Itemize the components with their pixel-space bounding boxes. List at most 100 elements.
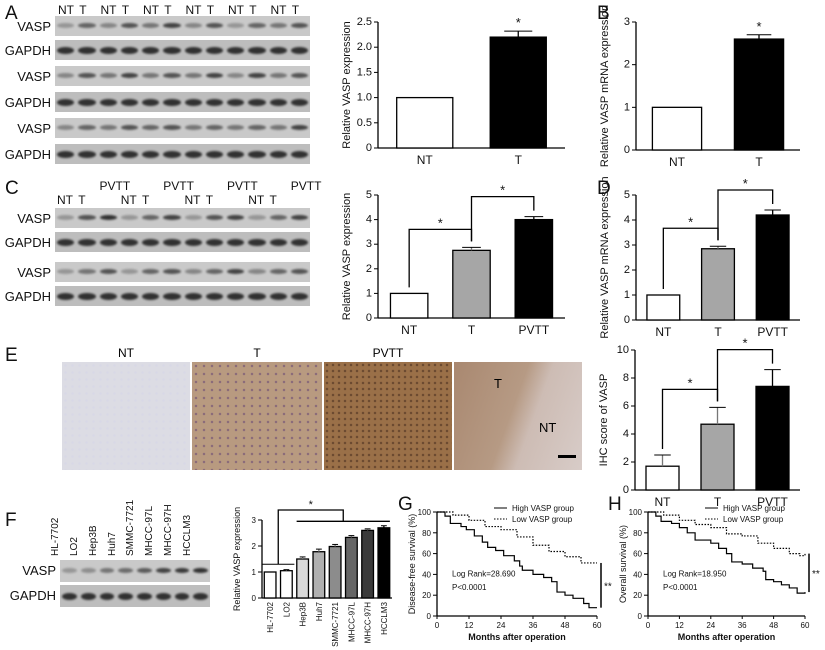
band (184, 215, 202, 220)
ihc-label-pvtt: PVTT (372, 346, 404, 360)
band (57, 293, 75, 300)
x-tick-label: PVTT (757, 325, 788, 339)
row-label-gapdh: GAPDH (4, 147, 51, 162)
band (290, 269, 308, 274)
lane-label: NT (100, 3, 117, 17)
x-tick-label: MHCC-97L (347, 601, 356, 642)
band (184, 23, 202, 28)
band (78, 47, 96, 54)
band (184, 73, 202, 78)
band (78, 73, 96, 78)
band (142, 73, 160, 78)
bar-Huh7 (312, 551, 326, 599)
y-tick-label: 0 (252, 594, 257, 603)
band (99, 269, 117, 274)
bar-T (733, 38, 785, 151)
vasp-blot (55, 66, 310, 86)
x-tick-label: Hep3B (299, 602, 308, 626)
band (184, 47, 202, 54)
lane-label: T (291, 3, 300, 17)
x-axis-label: Months after operation (678, 632, 776, 642)
band (80, 593, 96, 600)
y-tick-label: 40 (633, 570, 642, 579)
band (269, 151, 287, 158)
band (78, 99, 96, 106)
band (248, 215, 266, 220)
band (290, 23, 308, 28)
band (227, 23, 245, 28)
ihc-label-t: T (253, 346, 261, 360)
band (57, 151, 75, 158)
band (269, 73, 287, 78)
band (227, 99, 245, 106)
band (78, 239, 96, 246)
band (290, 215, 308, 220)
gapdh-blot (55, 40, 310, 60)
band (163, 293, 181, 300)
band (99, 215, 117, 220)
band (227, 151, 245, 158)
x-tick-label: 36 (529, 621, 538, 630)
band (269, 99, 287, 106)
band (227, 47, 245, 54)
lane-label: T (249, 3, 257, 17)
panel-label-a: A (5, 3, 18, 24)
row-label-vasp: VASP (17, 211, 51, 226)
band (155, 568, 171, 573)
y-tick-label: 2 (366, 263, 372, 275)
scale-bar (558, 455, 576, 458)
bar-NT (396, 96, 454, 149)
x-tick-label: NT (417, 153, 434, 167)
band (269, 215, 287, 220)
band (248, 239, 266, 246)
bar-T (700, 248, 736, 321)
band (269, 23, 287, 28)
significance-bracket (717, 189, 774, 241)
band (184, 269, 202, 274)
panel-label-c: C (5, 178, 19, 199)
bar-T (489, 36, 547, 149)
vasp-blot (55, 208, 310, 228)
p-value-text: P<0.0001 (452, 583, 487, 592)
x-tick-label: T (468, 323, 476, 337)
band (57, 215, 75, 220)
band (120, 47, 138, 54)
lane-label: PVTT (99, 179, 131, 193)
y-axis-label: Disease-free survival (%) (407, 514, 417, 615)
y-tick-label: 100 (418, 508, 432, 517)
bar-Hep3B (296, 558, 310, 599)
y-tick-label: 8 (623, 372, 629, 384)
band (290, 239, 308, 246)
row-label-gapdh: GAPDH (4, 95, 51, 110)
band (57, 99, 75, 106)
band (163, 47, 181, 54)
panel-label-h: H (608, 494, 622, 515)
band (62, 568, 77, 573)
x-tick-label: HL-7702 (266, 601, 275, 632)
km-curve-low (648, 511, 806, 557)
x-tick-label: 36 (738, 621, 747, 630)
lane-label: NT (143, 3, 159, 17)
band (142, 23, 160, 28)
legend-label: Low VASP group (512, 515, 573, 524)
band (120, 239, 138, 246)
y-tick-label: 0 (623, 484, 629, 496)
panel-label-f: F (5, 510, 17, 531)
band (99, 293, 117, 300)
gapdh-blot (60, 585, 210, 607)
lane-label: PVTT (290, 179, 322, 193)
band (99, 593, 115, 600)
band (290, 125, 308, 130)
row-label-vasp: VASP (17, 69, 51, 84)
lane-label: NT (120, 193, 137, 207)
lane-label: T (206, 3, 215, 17)
ihc-image-t (192, 362, 322, 470)
bracket (277, 509, 344, 565)
band (163, 23, 181, 28)
significance-star: * (688, 214, 693, 229)
legend-label: Low VASP group (723, 515, 784, 524)
band (174, 593, 190, 600)
band (205, 293, 223, 300)
band (163, 99, 181, 106)
